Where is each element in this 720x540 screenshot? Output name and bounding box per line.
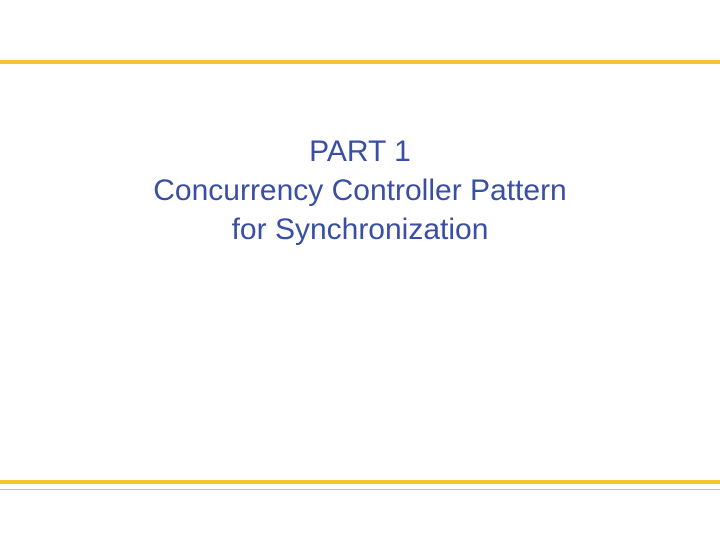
top-horizontal-rule <box>0 60 720 64</box>
title-line-1: PART 1 <box>0 132 720 171</box>
bottom-horizontal-rule <box>0 480 720 484</box>
slide-title: PART 1 Concurrency Controller Pattern fo… <box>0 132 720 249</box>
title-line-3: for Synchronization <box>0 210 720 249</box>
title-line-2: Concurrency Controller Pattern <box>0 171 720 210</box>
bottom-thin-rule <box>0 489 720 490</box>
